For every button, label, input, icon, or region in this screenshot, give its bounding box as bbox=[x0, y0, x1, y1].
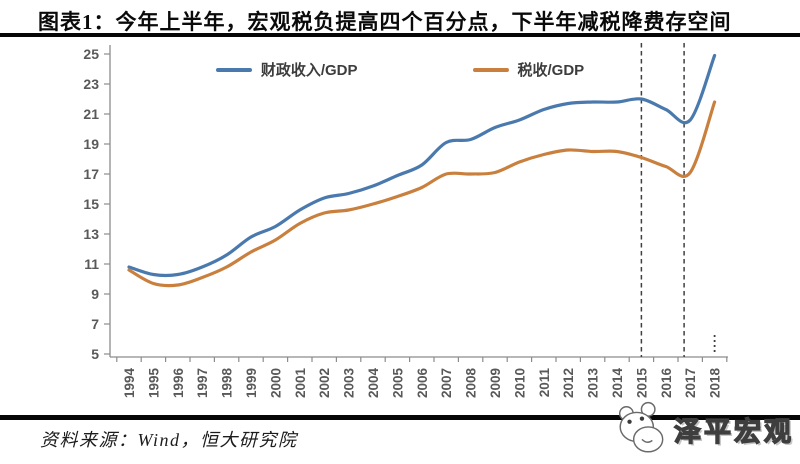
x-tick-label: 2002 bbox=[317, 368, 332, 398]
y-tick-label: 7 bbox=[91, 316, 99, 332]
x-tick-label: 2007 bbox=[439, 368, 454, 398]
y-tick-label: 17 bbox=[83, 166, 99, 182]
x-tick-label: 2016 bbox=[659, 368, 674, 399]
source-note: 资料来源：Wind，恒大研究院 bbox=[40, 430, 298, 450]
footer-divider bbox=[0, 415, 800, 420]
panda-face-icon bbox=[618, 401, 664, 453]
x-tick-label: 1997 bbox=[195, 368, 210, 398]
x-tick-label: 2009 bbox=[488, 368, 503, 398]
x-tick-label: 2006 bbox=[415, 368, 430, 399]
y-tick-label: 25 bbox=[83, 46, 99, 62]
chart-area: 5 7 9 11 13 15 17 19 21 23 25 1994 1995 1996 1997 1998 1… bbox=[0, 37, 800, 418]
x-tick-label: 2013 bbox=[586, 368, 601, 399]
x-tick-label: 2005 bbox=[390, 368, 405, 399]
y-tick-label: 13 bbox=[83, 226, 99, 242]
x-tick-label: 2018 bbox=[708, 368, 723, 399]
x-tick-label: 2010 bbox=[512, 368, 527, 398]
y-tick-label: 9 bbox=[91, 286, 99, 302]
y-tick-label: 15 bbox=[83, 196, 99, 212]
x-tick-label: 2004 bbox=[366, 368, 381, 399]
x-tick-label: 1995 bbox=[146, 368, 161, 399]
x-tick-label: 2012 bbox=[561, 368, 576, 398]
watermark-text: 泽平宏观 bbox=[673, 416, 794, 447]
y-tick-label: 23 bbox=[83, 76, 99, 92]
y-tick-label: 21 bbox=[83, 106, 99, 122]
x-tick-label: 1998 bbox=[220, 368, 235, 399]
x-tick-label: 2001 bbox=[293, 368, 308, 399]
x-tick-label: 2008 bbox=[464, 368, 479, 399]
title-divider bbox=[0, 33, 800, 37]
series-line-tax bbox=[127, 100, 717, 288]
x-tick-label: 2017 bbox=[683, 368, 698, 398]
x-tick-label: 2003 bbox=[342, 368, 357, 399]
series-line-fiscal-revenue bbox=[127, 53, 717, 278]
x-tick-label: 1999 bbox=[244, 368, 259, 398]
x-tick-label: 2000 bbox=[268, 368, 283, 398]
chart-title: 图表1：今年上半年，宏观税负提高四个百分点，下半年减税降费存空间 bbox=[38, 10, 732, 34]
x-tick-label: 1996 bbox=[171, 368, 186, 399]
watermark: 泽平宏观 bbox=[614, 400, 794, 458]
x-tick-label: 2014 bbox=[610, 368, 625, 399]
x-tick-label: 2011 bbox=[537, 368, 552, 398]
y-tick-label: 5 bbox=[91, 346, 99, 362]
y-tick-label: 19 bbox=[83, 136, 99, 152]
y-tick-label: 11 bbox=[84, 256, 99, 272]
line-chart-canvas: 5 7 9 11 13 15 17 19 21 23 25 1994 1995 1996 1997 1998 1… bbox=[83, 43, 728, 399]
x-tick-label: 1994 bbox=[122, 368, 137, 399]
x-tick-label: 2015 bbox=[634, 368, 649, 399]
